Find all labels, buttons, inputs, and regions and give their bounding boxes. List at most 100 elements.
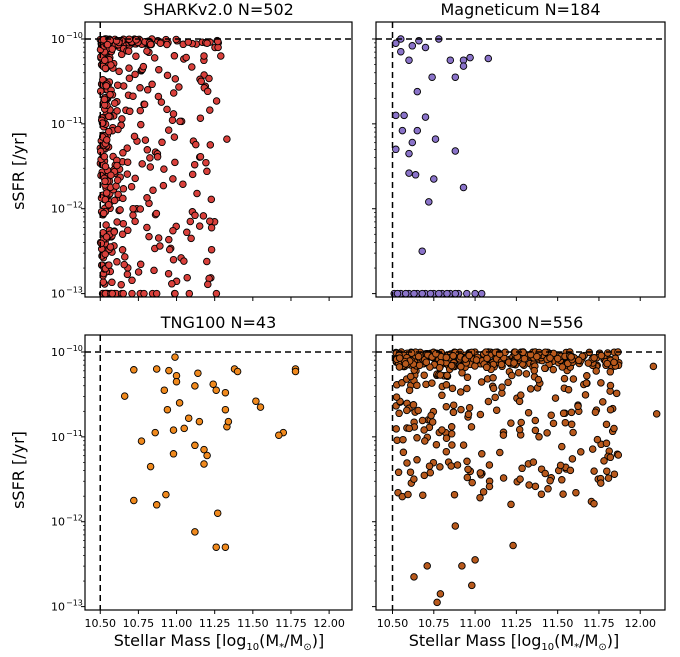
scatter-point bbox=[131, 70, 139, 79]
scatter-point bbox=[393, 289, 402, 297]
scatter-point bbox=[191, 382, 199, 390]
scatter-point bbox=[114, 125, 122, 134]
x-axis-label-part: /M bbox=[579, 631, 598, 650]
scatter-point bbox=[146, 462, 155, 471]
scatter-point bbox=[410, 475, 418, 483]
scatter-point bbox=[224, 417, 233, 426]
scatter-point bbox=[196, 114, 205, 122]
panel-tng300: TNG300 N=556 10.50 10.75 11.00 11.25 11.50 11.… bbox=[372, 313, 666, 630]
scatter-point bbox=[139, 62, 148, 71]
scatter-point bbox=[451, 289, 460, 297]
scatter-point bbox=[132, 52, 140, 60]
scatter-point bbox=[582, 379, 591, 387]
scatter-point bbox=[530, 366, 539, 375]
scatter-point bbox=[164, 126, 173, 134]
scatter-point bbox=[392, 145, 400, 154]
scatter-point bbox=[448, 384, 457, 393]
x-axis-label-sub: ⊙ bbox=[598, 642, 606, 653]
scatter-point bbox=[184, 414, 193, 422]
scatter-point bbox=[113, 218, 121, 226]
scatter-point bbox=[597, 379, 605, 387]
scatter-point bbox=[119, 219, 128, 228]
scatter-point bbox=[129, 204, 137, 213]
scatter-point bbox=[105, 127, 113, 136]
scatter-point bbox=[191, 211, 199, 220]
scatter-point bbox=[575, 356, 583, 365]
scatter-point bbox=[566, 466, 575, 475]
scatter-point bbox=[185, 289, 194, 297]
scatter-point bbox=[108, 289, 117, 297]
scatter-point bbox=[610, 470, 619, 478]
panel-title: Magneticum N=184 bbox=[441, 0, 601, 19]
y-tick-label: 10 bbox=[51, 33, 65, 46]
scatter-point bbox=[541, 469, 549, 478]
scatter-point bbox=[419, 491, 427, 499]
scatter-point bbox=[170, 52, 179, 60]
scatter-point bbox=[428, 379, 436, 387]
scatter-point bbox=[145, 232, 153, 241]
scatter-point bbox=[451, 147, 460, 155]
scatter-point bbox=[459, 441, 468, 449]
scatter-point bbox=[463, 473, 472, 482]
scatter-point bbox=[171, 353, 179, 361]
scatter-point bbox=[394, 468, 403, 477]
scatter-point bbox=[535, 433, 543, 441]
scatter-point bbox=[291, 367, 300, 376]
scatter-point bbox=[169, 110, 178, 118]
scatter-point bbox=[119, 149, 127, 157]
scatter-point bbox=[489, 374, 497, 382]
scatter-point bbox=[438, 391, 446, 400]
scatter-point bbox=[590, 467, 598, 475]
scatter-point bbox=[612, 389, 621, 398]
scatter-point bbox=[160, 165, 168, 173]
x-axis-label-part: )] bbox=[312, 631, 324, 650]
scatter-point bbox=[152, 209, 161, 218]
x-tick-label: 11.50 bbox=[542, 617, 574, 630]
panel-title: SHARKv2.0 N=502 bbox=[143, 0, 294, 19]
scatter-point bbox=[600, 457, 608, 465]
scatter-point bbox=[526, 385, 535, 393]
scatter-point bbox=[204, 280, 212, 289]
scatter-point bbox=[408, 42, 417, 50]
scatter-point bbox=[471, 362, 479, 370]
scatter-point bbox=[423, 562, 431, 570]
scatter-point bbox=[408, 138, 417, 147]
scatter-point bbox=[522, 370, 531, 378]
scatter-point bbox=[498, 383, 506, 391]
scatter-series bbox=[390, 35, 493, 297]
scatter-point bbox=[476, 493, 484, 502]
scatter-point bbox=[413, 381, 421, 390]
scatter-point bbox=[420, 371, 428, 379]
x-tick-label: 11.00 bbox=[161, 617, 193, 630]
scatter-point bbox=[168, 116, 177, 124]
scatter-point bbox=[567, 353, 575, 361]
scatter-point bbox=[451, 73, 460, 81]
scatter-point bbox=[418, 289, 426, 297]
scatter-point bbox=[435, 363, 444, 372]
scatter-point bbox=[186, 217, 195, 226]
scatter-point bbox=[101, 177, 109, 186]
scatter-point bbox=[123, 170, 132, 178]
scatter-point bbox=[451, 522, 460, 530]
scatter-point bbox=[468, 478, 476, 487]
scatter-point bbox=[180, 257, 188, 265]
scatter-point bbox=[188, 63, 196, 71]
scatter-point bbox=[200, 460, 208, 468]
scatter-point bbox=[468, 581, 476, 590]
scatter-point bbox=[195, 222, 204, 230]
scatter-point bbox=[531, 426, 540, 435]
scatter-point bbox=[520, 354, 529, 363]
scatter-point bbox=[223, 135, 231, 143]
scatter-point bbox=[163, 405, 172, 414]
scatter-point bbox=[418, 416, 427, 425]
scatter-point bbox=[217, 52, 225, 60]
scatter-point bbox=[118, 246, 127, 254]
scatter-point bbox=[124, 226, 132, 235]
scatter-point bbox=[169, 175, 177, 183]
scatter-point bbox=[400, 111, 408, 120]
scatter-point bbox=[497, 360, 506, 369]
scatter-point bbox=[169, 255, 178, 264]
scatter-point bbox=[410, 289, 418, 297]
scatter-point bbox=[567, 408, 576, 417]
scatter-point bbox=[129, 211, 137, 219]
